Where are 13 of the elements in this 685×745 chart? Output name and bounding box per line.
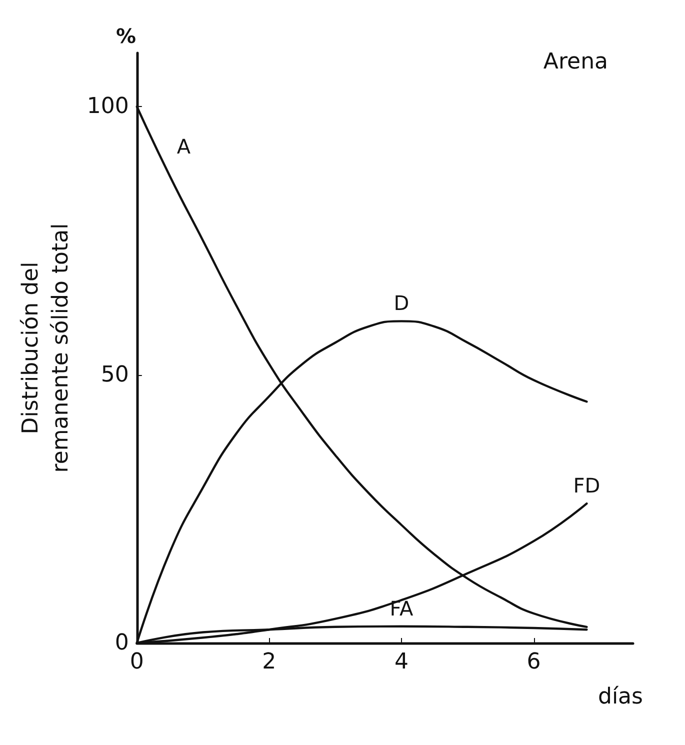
series-label: FD (573, 474, 600, 498)
series-label: A (176, 134, 191, 159)
series-label: D (394, 291, 410, 316)
y-axis-title: Distribución del remanente sólido total (18, 223, 74, 473)
y-tick-label: 50 (100, 362, 129, 388)
x-tick-label: 2 (262, 650, 276, 674)
x-tick-label: 4 (394, 650, 408, 674)
x-axis-title: días (598, 684, 644, 710)
chart-title: Arena (543, 50, 608, 74)
y-tick-label: 100 (86, 94, 129, 120)
x-tick-label: 6 (526, 650, 541, 674)
text: % (116, 24, 136, 48)
y-tick-label: 0 (114, 630, 129, 656)
